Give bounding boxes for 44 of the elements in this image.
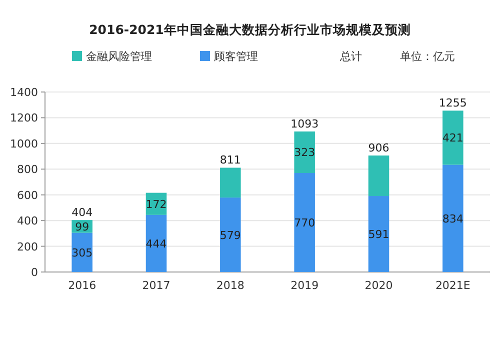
x-tick-label: 2020 (364, 279, 393, 292)
y-tick-label: 600 (17, 188, 38, 202)
x-tick-label: 2019 (290, 279, 319, 292)
text: 单位：亿元 (400, 50, 455, 63)
total-label: 906 (368, 142, 390, 155)
y-tick-label: 0 (31, 266, 38, 279)
bar (220, 168, 241, 198)
bar (368, 156, 390, 196)
bar (220, 198, 241, 272)
y-tick-label: 1000 (10, 137, 38, 150)
bar (294, 173, 315, 272)
bar (72, 232, 92, 272)
y-tick-label: 200 (17, 240, 38, 254)
y-tick-label: 800 (17, 163, 38, 176)
bar (368, 196, 390, 272)
total-label: 404 (72, 206, 93, 220)
data-label: 99 (75, 220, 90, 234)
y-tick-label: 1400 (10, 86, 38, 99)
data-label: 305 (72, 246, 93, 260)
data-label: 591 (368, 228, 390, 242)
y-tick-label: 1200 (10, 112, 38, 125)
x-tick-label: 2017 (142, 279, 170, 292)
x-tick-label: 2021E (435, 279, 470, 292)
bar (294, 131, 315, 173)
bar (146, 214, 167, 272)
data-label: 770 (294, 216, 316, 230)
total-label: 811 (220, 154, 241, 167)
data-label: 323 (294, 146, 316, 160)
total-label: 1255 (438, 96, 467, 110)
bar (442, 110, 464, 165)
data-label: 444 (146, 237, 167, 250)
data-label: 421 (442, 132, 464, 145)
data-label: 834 (442, 212, 464, 226)
x-tick-label: 2016 (68, 279, 96, 292)
data-label: 172 (146, 198, 167, 211)
x-tick-label: 2018 (216, 279, 244, 292)
legend-label: 顾客管理 (214, 50, 258, 63)
total-label: 1093 (290, 117, 319, 130)
bar (442, 164, 464, 272)
chart-title: 2016-2021年中国金融大数据分析行业市场规模及预测 (89, 22, 411, 37)
y-tick-label: 400 (17, 214, 38, 228)
text: 总计 (339, 50, 362, 63)
legend-label: 金融风险管理 (86, 50, 152, 63)
data-label: 579 (220, 228, 241, 242)
